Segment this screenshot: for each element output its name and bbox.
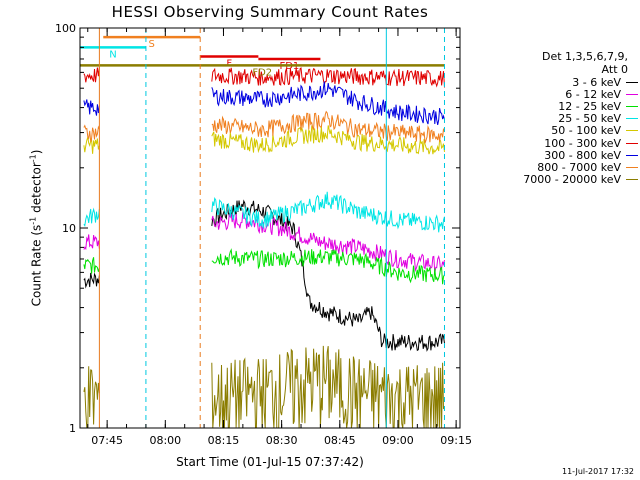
series-line-8 [83, 345, 445, 429]
legend: Det 1,3,5,6,7,9, Att 0 3 - 6 keV 6 - 12 k… [478, 50, 638, 186]
legend-label: 100 - 300 keV [544, 136, 621, 150]
legend-entry: 800 - 7000 keV [478, 160, 638, 174]
series-line-2 [83, 248, 445, 285]
plot-frame [79, 27, 461, 429]
flag-label-2: F [226, 59, 232, 70]
legend-swatch [626, 142, 638, 144]
flag-label-1: N [109, 49, 116, 60]
x-tick-label: 08:45 [324, 434, 356, 447]
legend-swatch [626, 118, 638, 120]
legend-header-line1: Det 1,3,5,6,7,9, [541, 50, 628, 63]
flag-label-0: S [149, 39, 155, 50]
legend-entry: 7000 - 20000 keV [478, 173, 638, 187]
legend-label: 300 - 800 keV [544, 148, 621, 162]
series-line-0 [83, 199, 445, 352]
x-tick-label: 08:00 [149, 434, 181, 447]
x-tick-label: 08:15 [208, 434, 240, 447]
x-tick-label: 09:00 [382, 434, 414, 447]
legend-swatch [626, 93, 638, 95]
x-tick-label: 07:45 [91, 434, 123, 447]
legend-entry: 300 - 800 keV [478, 148, 638, 162]
chart-title: HESSI Observing Summary Count Rates [111, 3, 429, 21]
legend-swatch [626, 105, 638, 107]
y-axis-label: Count Rate (s-1 detector-1) [28, 149, 44, 307]
legend-swatch [626, 154, 638, 156]
y-tick-label: 100 [55, 22, 76, 35]
legend-entry: 12 - 25 keV [478, 99, 638, 113]
y-tick-label: 10 [62, 222, 76, 235]
legend-label: 6 - 12 keV [565, 87, 621, 101]
y-tick-label: 1 [69, 422, 76, 435]
flag-label-4: FD2 [252, 67, 272, 78]
legend-label: 800 - 7000 keV [537, 160, 621, 174]
series-line-6 [83, 81, 445, 125]
legend-swatch [626, 130, 638, 132]
legend-entry: 6 - 12 keV [478, 87, 638, 101]
legend-label: 12 - 25 keV [558, 99, 621, 113]
series-line-3 [83, 191, 445, 233]
x-tick-label: 09:15 [440, 434, 472, 447]
legend-entry: 100 - 300 keV [478, 136, 638, 150]
legend-label: 7000 - 20000 keV [523, 173, 621, 187]
legend-label: 25 - 50 keV [558, 112, 621, 126]
legend-swatch [626, 81, 638, 83]
legend-label: 50 - 100 keV [551, 124, 621, 138]
legend-label: 3 - 6 keV [572, 75, 621, 89]
legend-header-line2: Att 0 [601, 63, 628, 76]
x-tick-label: 08:30 [266, 434, 298, 447]
legend-entry: 25 - 50 keV [478, 112, 638, 126]
legend-entry: 50 - 100 keV [478, 124, 638, 138]
timestamp: 11-Jul-2017 17:32 [561, 467, 634, 476]
series-line-7 [83, 110, 445, 144]
legend-swatch [626, 166, 638, 168]
series-line-5 [83, 67, 445, 88]
x-axis-label: Start Time (01-Jul-15 07:37:42) [176, 455, 364, 469]
legend-entry: 3 - 6 keV [478, 75, 638, 89]
legend-swatch [626, 179, 638, 181]
